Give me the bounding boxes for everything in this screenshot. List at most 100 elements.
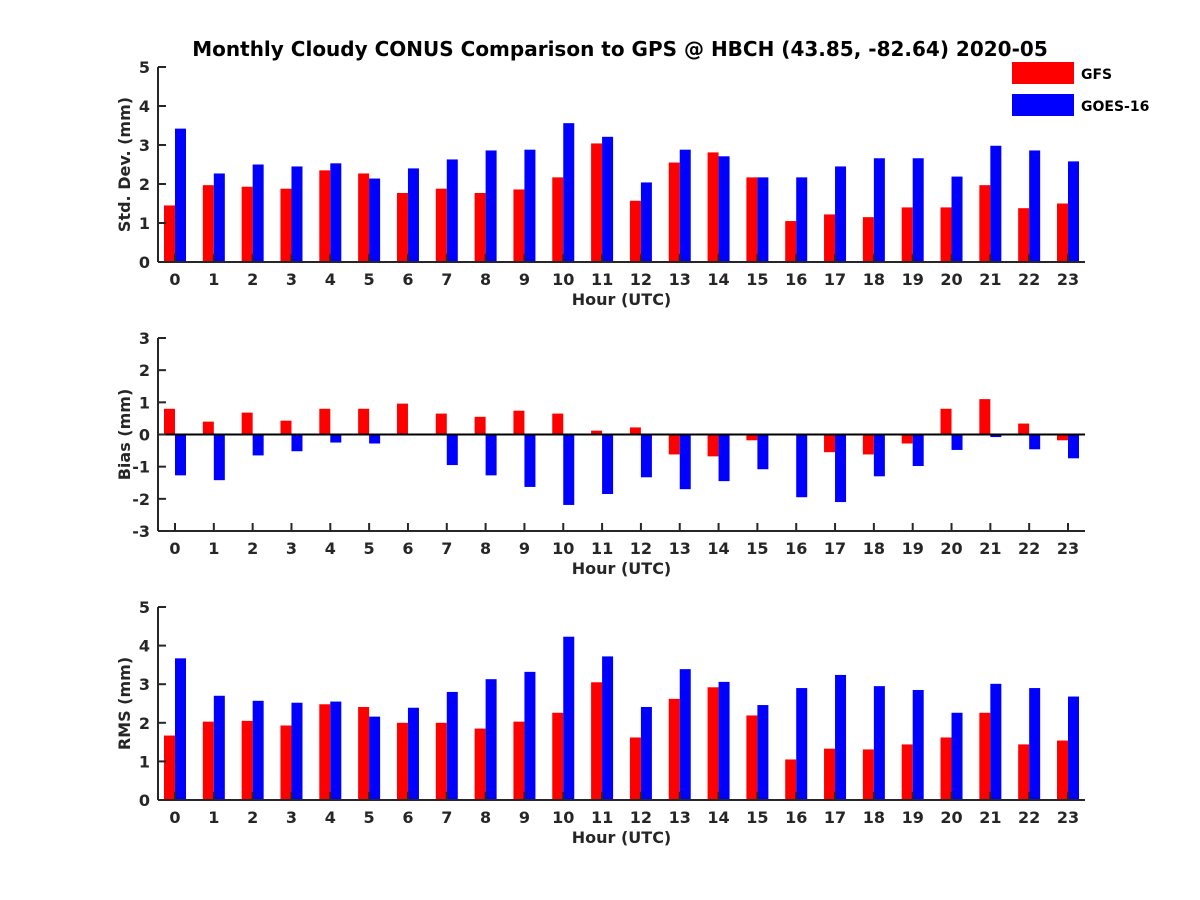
x-tick-label: 9 [519, 539, 530, 558]
bar-goes16-hour-2 [252, 700, 264, 800]
bar-gfs-hour-19 [901, 434, 913, 444]
bar-gfs-hour-11 [591, 682, 603, 800]
bar-gfs-hour-8 [474, 416, 486, 435]
x-tick-label: 22 [1018, 270, 1040, 289]
x-tick-label: 14 [707, 808, 729, 827]
bar-goes16-hour-22 [1029, 150, 1041, 262]
x-tick-label: 2 [247, 808, 258, 827]
bar-gfs-hour-12 [629, 200, 641, 262]
bar-goes16-hour-1 [213, 173, 225, 262]
x-tick-label: 14 [707, 539, 729, 558]
bar-gfs-hour-18 [862, 434, 874, 455]
bar-gfs-hour-15 [746, 715, 758, 800]
y-tick-label: 3 [139, 136, 150, 155]
bar-gfs-hour-20 [940, 207, 952, 262]
bar-gfs-hour-20 [940, 737, 952, 800]
bar-goes16-hour-8 [485, 434, 497, 476]
bar-goes16-hour-9 [524, 434, 536, 487]
x-tick-label: 19 [902, 270, 924, 289]
bar-goes16-hour-10 [563, 636, 575, 800]
bar-gfs-hour-6 [396, 403, 408, 435]
x-tick-label: 1 [208, 539, 219, 558]
bar-gfs-hour-14 [707, 687, 719, 800]
bar-gfs-hour-19 [901, 744, 913, 800]
y-tick-label: 5 [139, 598, 150, 617]
x-tick-label: 21 [979, 270, 1001, 289]
legend: GFS GOES-16 [1012, 62, 1149, 116]
y-axis-label: Bias (mm) [115, 389, 134, 481]
bar-goes16-hour-19 [912, 158, 924, 262]
x-tick-label: 22 [1018, 808, 1040, 827]
y-tick-label: 0 [139, 426, 150, 445]
bar-gfs-hour-7 [435, 413, 447, 435]
bar-gfs-hour-18 [862, 749, 874, 800]
bar-goes16-hour-12 [640, 706, 652, 800]
bar-gfs-hour-3 [280, 725, 292, 800]
bar-goes16-hour-5 [369, 434, 381, 444]
y-tick-label: 2 [139, 175, 150, 194]
bar-goes16-hour-16 [796, 177, 808, 262]
y-tick-label: 5 [139, 58, 150, 77]
bar-goes16-hour-19 [912, 434, 924, 467]
y-tick-label: 1 [139, 752, 150, 771]
x-tick-label: 21 [979, 539, 1001, 558]
bar-gfs-hour-0 [164, 408, 175, 435]
x-tick-label: 17 [824, 539, 846, 558]
bar-goes16-hour-21 [990, 683, 1002, 800]
x-tick-label: 8 [480, 270, 491, 289]
x-tick-label: 12 [630, 808, 652, 827]
x-tick-label: 7 [441, 539, 452, 558]
bar-goes16-hour-7 [446, 691, 458, 800]
x-tick-label: 7 [441, 808, 452, 827]
x-tick-label: 6 [402, 539, 413, 558]
bar-gfs-hour-8 [474, 728, 486, 800]
bar-gfs-hour-13 [668, 162, 680, 262]
bar-gfs-hour-2 [241, 720, 253, 800]
bar-gfs-hour-4 [319, 408, 331, 435]
bar-gfs-hour-13 [668, 698, 680, 800]
x-tick-label: 16 [785, 539, 807, 558]
y-tick-label: 4 [139, 637, 150, 656]
bar-goes16-hour-15 [757, 434, 769, 470]
bar-goes16-hour-15 [757, 705, 769, 800]
x-tick-label: 13 [669, 808, 691, 827]
y-tick-label: 0 [139, 253, 150, 272]
bar-gfs-hour-23 [1057, 740, 1068, 800]
bar-goes16-hour-12 [640, 434, 652, 478]
bar-gfs-hour-21 [979, 712, 991, 800]
x-tick-label: 17 [824, 808, 846, 827]
x-tick-label: 12 [630, 539, 652, 558]
bar-goes16-hour-4 [330, 434, 342, 443]
bar-gfs-hour-11 [591, 430, 603, 435]
bar-goes16-hour-11 [602, 136, 614, 262]
legend-label-goes16: GOES-16 [1081, 99, 1149, 115]
x-tick-label: 6 [402, 270, 413, 289]
x-tick-label: 8 [480, 539, 491, 558]
x-tick-label: 1 [208, 808, 219, 827]
y-tick-label: 2 [139, 714, 150, 733]
bar-gfs-hour-20 [940, 408, 952, 435]
x-tick-label: 15 [746, 539, 768, 558]
bar-goes16-hour-14 [718, 156, 730, 262]
x-tick-label: 0 [169, 270, 180, 289]
bar-goes16-hour-7 [446, 434, 458, 466]
x-tick-label: 15 [746, 808, 768, 827]
bar-goes16-hour-0 [175, 128, 186, 262]
x-tick-label: 11 [591, 270, 613, 289]
bar-gfs-hour-5 [358, 706, 370, 800]
x-tick-label: 20 [940, 808, 962, 827]
bar-gfs-hour-2 [241, 412, 253, 435]
x-tick-label: 23 [1057, 270, 1079, 289]
bar-goes16-hour-4 [330, 163, 342, 262]
bar-gfs-hour-10 [552, 712, 564, 800]
bar-gfs-hour-9 [513, 721, 525, 800]
bar-goes16-hour-9 [524, 149, 536, 262]
bar-goes16-hour-20 [951, 434, 963, 450]
x-tick-label: 10 [552, 808, 574, 827]
x-tick-label: 18 [863, 808, 885, 827]
bar-gfs-hour-5 [358, 408, 370, 435]
bar-gfs-hour-22 [1018, 208, 1030, 262]
x-tick-label: 19 [902, 808, 924, 827]
x-tick-label: 16 [785, 808, 807, 827]
